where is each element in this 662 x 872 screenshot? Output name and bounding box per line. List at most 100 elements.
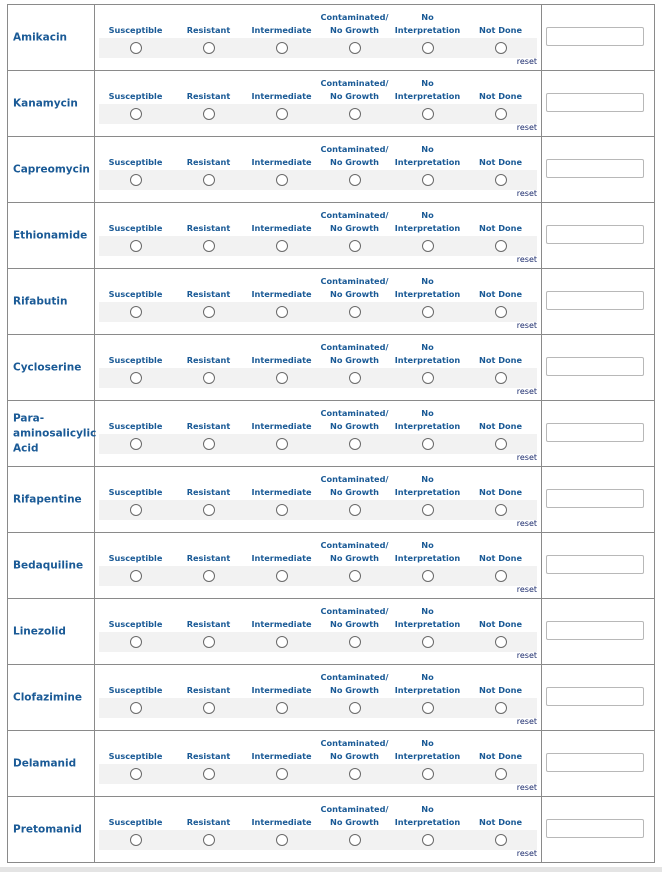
reset-link[interactable]: reset bbox=[516, 717, 537, 726]
result-radio[interactable] bbox=[129, 504, 142, 516]
comment-input[interactable] bbox=[546, 423, 644, 442]
result-radio[interactable] bbox=[494, 636, 507, 648]
result-radio[interactable] bbox=[494, 240, 507, 252]
result-radio[interactable] bbox=[202, 438, 215, 450]
result-radio[interactable] bbox=[348, 768, 361, 780]
result-radio[interactable] bbox=[421, 702, 434, 714]
reset-link[interactable]: reset bbox=[516, 849, 537, 858]
result-radio[interactable] bbox=[494, 174, 507, 186]
result-radio[interactable] bbox=[348, 174, 361, 186]
result-radio[interactable] bbox=[129, 768, 142, 780]
reset-link[interactable]: reset bbox=[516, 651, 537, 660]
comment-input[interactable] bbox=[546, 819, 644, 838]
reset-link[interactable]: reset bbox=[516, 255, 537, 264]
result-radio[interactable] bbox=[275, 372, 288, 384]
comment-input[interactable] bbox=[546, 621, 644, 640]
result-radio[interactable] bbox=[275, 108, 288, 120]
result-radio[interactable] bbox=[202, 108, 215, 120]
result-radio[interactable] bbox=[494, 834, 507, 846]
result-radio[interactable] bbox=[421, 174, 434, 186]
result-radio[interactable] bbox=[421, 240, 434, 252]
result-radio[interactable] bbox=[275, 570, 288, 582]
reset-link[interactable]: reset bbox=[516, 57, 537, 66]
result-radio[interactable] bbox=[202, 372, 215, 384]
result-radio[interactable] bbox=[494, 438, 507, 450]
reset-link[interactable]: reset bbox=[516, 123, 537, 132]
result-radio[interactable] bbox=[202, 240, 215, 252]
result-radio[interactable] bbox=[202, 174, 215, 186]
result-radio[interactable] bbox=[494, 768, 507, 780]
result-radio[interactable] bbox=[129, 240, 142, 252]
result-radio[interactable] bbox=[494, 306, 507, 318]
result-radio[interactable] bbox=[129, 438, 142, 450]
result-radio[interactable] bbox=[348, 702, 361, 714]
result-radio[interactable] bbox=[129, 636, 142, 648]
result-radio[interactable] bbox=[275, 174, 288, 186]
comment-input[interactable] bbox=[546, 93, 644, 112]
result-radio[interactable] bbox=[421, 504, 434, 516]
result-radio[interactable] bbox=[348, 570, 361, 582]
result-radio[interactable] bbox=[494, 108, 507, 120]
result-radio[interactable] bbox=[275, 636, 288, 648]
horizontal-scrollbar[interactable] bbox=[0, 867, 662, 872]
result-radio[interactable] bbox=[129, 702, 142, 714]
reset-link[interactable]: reset bbox=[516, 321, 537, 330]
comment-input[interactable] bbox=[546, 225, 644, 244]
result-radio[interactable] bbox=[275, 438, 288, 450]
result-radio[interactable] bbox=[129, 570, 142, 582]
result-radio[interactable] bbox=[421, 306, 434, 318]
result-radio[interactable] bbox=[348, 306, 361, 318]
comment-input[interactable] bbox=[546, 753, 644, 772]
result-radio[interactable] bbox=[202, 570, 215, 582]
result-radio[interactable] bbox=[275, 702, 288, 714]
comment-input[interactable] bbox=[546, 555, 644, 574]
result-radio[interactable] bbox=[348, 504, 361, 516]
result-radio[interactable] bbox=[348, 834, 361, 846]
comment-input[interactable] bbox=[546, 687, 644, 706]
result-radio[interactable] bbox=[275, 504, 288, 516]
result-radio[interactable] bbox=[202, 768, 215, 780]
result-radio[interactable] bbox=[348, 240, 361, 252]
result-radio[interactable] bbox=[202, 42, 215, 54]
result-radio[interactable] bbox=[275, 42, 288, 54]
result-radio[interactable] bbox=[202, 306, 215, 318]
reset-link[interactable]: reset bbox=[516, 387, 537, 396]
result-radio[interactable] bbox=[129, 834, 142, 846]
result-radio[interactable] bbox=[421, 42, 434, 54]
result-radio[interactable] bbox=[494, 570, 507, 582]
result-radio[interactable] bbox=[129, 108, 142, 120]
result-radio[interactable] bbox=[421, 438, 434, 450]
result-radio[interactable] bbox=[348, 108, 361, 120]
reset-link[interactable]: reset bbox=[516, 189, 537, 198]
reset-link[interactable]: reset bbox=[516, 519, 537, 528]
reset-link[interactable]: reset bbox=[516, 783, 537, 792]
comment-input[interactable] bbox=[546, 291, 644, 310]
result-radio[interactable] bbox=[494, 702, 507, 714]
result-radio[interactable] bbox=[348, 42, 361, 54]
result-radio[interactable] bbox=[202, 834, 215, 846]
result-radio[interactable] bbox=[202, 702, 215, 714]
result-radio[interactable] bbox=[129, 372, 142, 384]
result-radio[interactable] bbox=[494, 42, 507, 54]
result-radio[interactable] bbox=[129, 174, 142, 186]
result-radio[interactable] bbox=[494, 504, 507, 516]
result-radio[interactable] bbox=[275, 240, 288, 252]
result-radio[interactable] bbox=[421, 108, 434, 120]
result-radio[interactable] bbox=[348, 636, 361, 648]
result-radio[interactable] bbox=[129, 306, 142, 318]
reset-link[interactable]: reset bbox=[516, 585, 537, 594]
result-radio[interactable] bbox=[129, 42, 142, 54]
result-radio[interactable] bbox=[348, 372, 361, 384]
result-radio[interactable] bbox=[348, 438, 361, 450]
result-radio[interactable] bbox=[421, 834, 434, 846]
result-radio[interactable] bbox=[202, 636, 215, 648]
reset-link[interactable]: reset bbox=[516, 453, 537, 462]
result-radio[interactable] bbox=[421, 636, 434, 648]
result-radio[interactable] bbox=[421, 570, 434, 582]
result-radio[interactable] bbox=[275, 768, 288, 780]
result-radio[interactable] bbox=[421, 768, 434, 780]
result-radio[interactable] bbox=[421, 372, 434, 384]
comment-input[interactable] bbox=[546, 27, 644, 46]
comment-input[interactable] bbox=[546, 357, 644, 376]
comment-input[interactable] bbox=[546, 159, 644, 178]
